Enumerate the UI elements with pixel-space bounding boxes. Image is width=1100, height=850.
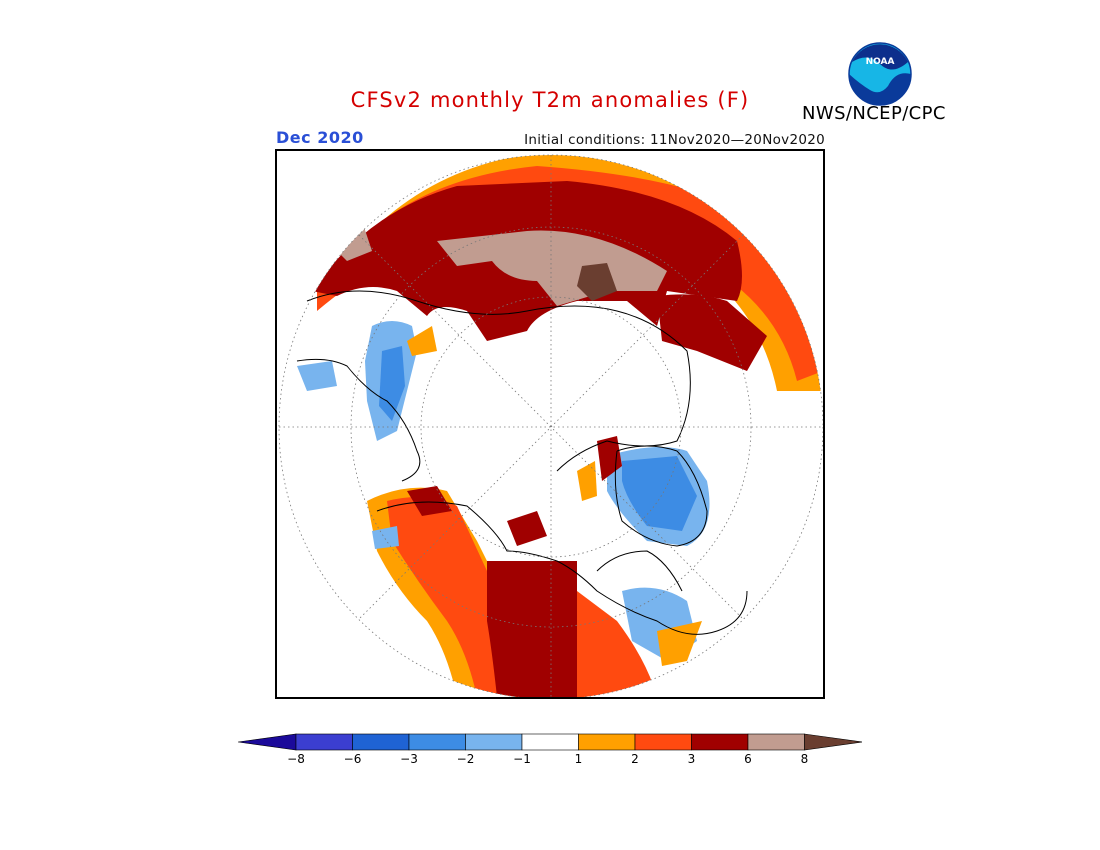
- coastlines: [296, 290, 748, 635]
- anomaly-blue-alaska: [622, 456, 697, 531]
- anomaly-darkred-eastsiberia: [657, 294, 767, 371]
- anomaly-darkred-arctic-islands: [507, 511, 547, 546]
- scale-tick-label: −6: [343, 752, 362, 766]
- svg-text:NOAA: NOAA: [866, 57, 895, 67]
- target-month-label: Dec 2020: [276, 128, 364, 147]
- scale-tick-label: 1: [574, 752, 583, 766]
- anomaly-brown-dark-siberia: [577, 263, 617, 301]
- noaa-logo: NOAA: [848, 42, 912, 106]
- initial-conditions-label: Initial conditions: 11Nov2020—20Nov2020: [524, 132, 825, 148]
- polar-map-frame: [275, 149, 825, 699]
- scale-tick-label: 2: [631, 752, 639, 766]
- scale-swatch: [578, 733, 636, 751]
- scale-tick-label: 8: [800, 752, 809, 766]
- scale-swatch: [465, 733, 523, 751]
- scale-arrow-right: [804, 733, 862, 751]
- anomaly-darkred-canada-north: [407, 486, 452, 516]
- scale-tick-label: −8: [287, 752, 305, 766]
- scale-arrow-left: [238, 733, 297, 751]
- scale-swatch: [521, 733, 579, 751]
- graticule: [278, 154, 823, 697]
- anomaly-blue-pacific: [372, 526, 399, 549]
- anomaly-orange-chukotka: [577, 461, 597, 501]
- anomaly-orange-europe: [407, 326, 437, 356]
- map-title: CFSv2 monthly T2m anomalies (F): [350, 88, 750, 112]
- anomaly-orange-greenland: [657, 621, 702, 666]
- polar-map: [278, 154, 823, 697]
- color-scale-ticks: −8 −6 −3 −2 −1 1 2 3 6 8: [0, 752, 1100, 772]
- scale-tick-label: −3: [400, 752, 418, 766]
- scale-swatch: [408, 733, 466, 751]
- scale-swatch: [747, 733, 805, 751]
- anomaly-blue-atlantic: [297, 361, 337, 391]
- anomaly-darkred-baffin: [487, 561, 577, 697]
- anomaly-red-greenland-edge: [577, 591, 657, 697]
- scale-swatch: [295, 733, 353, 751]
- color-scale-bar: [238, 733, 862, 751]
- scale-tick-label: −1: [513, 752, 531, 766]
- scale-tick-label: 3: [687, 752, 696, 766]
- scale-tick-label: 6: [744, 752, 752, 766]
- anomaly-blue-europe-core: [379, 346, 405, 421]
- agency-label: NWS/NCEP/CPC: [802, 103, 946, 124]
- scale-swatch: [691, 733, 749, 751]
- scale-tick-label: −2: [456, 752, 475, 766]
- scale-swatch: [634, 733, 692, 751]
- scale-swatch: [352, 733, 410, 751]
